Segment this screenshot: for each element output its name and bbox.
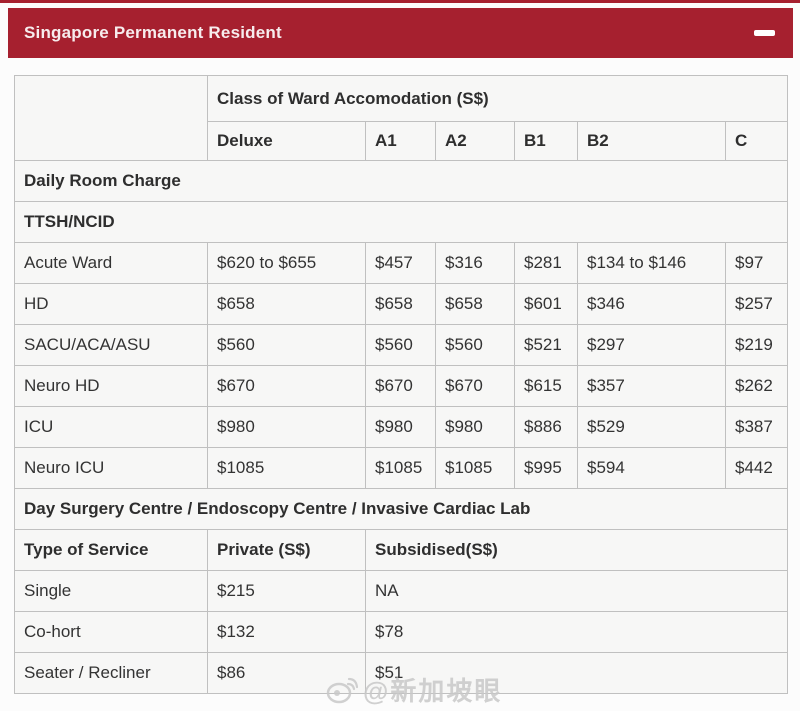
table-row: Neuro HD $670 $670 $670 $615 $357 $262 <box>14 365 788 407</box>
table-row: Co-hort $132 $78 <box>14 611 788 653</box>
charges-table: Class of Ward Accomodation (S$) Deluxe A… <box>14 75 788 694</box>
accordion-header-singapore-pr[interactable]: Singapore Permanent Resident <box>8 8 793 58</box>
table-row: Deluxe A1 A2 B1 B2 C <box>15 121 788 161</box>
cell-value: $346 <box>577 283 726 325</box>
row-label: Neuro HD <box>14 365 208 407</box>
cell-value: $658 <box>435 283 515 325</box>
column-header-private: Private (S$) <box>207 529 366 571</box>
cell-value: $134 to $146 <box>577 242 726 284</box>
group-header-cell: Class of Ward Accomodation (S$) <box>207 75 788 122</box>
cell-value: $132 <box>207 611 366 653</box>
cell-value: $594 <box>577 447 726 489</box>
table-row: Single $215 NA <box>14 570 788 612</box>
table-row: Type of Service Private (S$) Subsidised(… <box>14 529 788 571</box>
cell-value: $316 <box>435 242 515 284</box>
table-row: Seater / Recliner $86 $51 <box>14 652 788 694</box>
cell-value: $281 <box>514 242 578 284</box>
column-header-subsidised: Subsidised(S$) <box>365 529 788 571</box>
cell-value: $560 <box>365 324 436 366</box>
cell-value: $1085 <box>207 447 366 489</box>
cell-value: $529 <box>577 406 726 448</box>
cell-value: $980 <box>435 406 515 448</box>
row-label: Neuro ICU <box>14 447 208 489</box>
cell-value: $51 <box>365 652 788 694</box>
cell-value: $442 <box>725 447 788 489</box>
cell-value: $257 <box>725 283 788 325</box>
table-row: HD $658 $658 $658 $601 $346 $257 <box>14 283 788 325</box>
row-label: Seater / Recliner <box>14 652 208 694</box>
cell-value: $387 <box>725 406 788 448</box>
cell-value: $86 <box>207 652 366 694</box>
column-header-c: C <box>725 121 788 161</box>
cell-value: $670 <box>435 365 515 407</box>
empty-corner-cell <box>14 75 208 161</box>
cell-value: $601 <box>514 283 578 325</box>
table-row: Class of Ward Accomodation (S$) <box>14 75 788 161</box>
charges-table-container: Class of Ward Accomodation (S$) Deluxe A… <box>14 75 788 694</box>
column-header-type-of-service: Type of Service <box>14 529 208 571</box>
section-row: TTSH/NCID <box>14 201 788 243</box>
section-daily-room-charge: Daily Room Charge <box>14 160 788 202</box>
cell-value: $560 <box>207 324 366 366</box>
section-ttsh-ncid: TTSH/NCID <box>14 201 788 243</box>
cell-value: $219 <box>725 324 788 366</box>
cell-value: $615 <box>514 365 578 407</box>
table-row: ICU $980 $980 $980 $886 $529 $387 <box>14 406 788 448</box>
cell-value: $980 <box>365 406 436 448</box>
collapse-minus-icon[interactable] <box>754 30 775 36</box>
row-label: HD <box>14 283 208 325</box>
column-header-deluxe: Deluxe <box>207 121 366 161</box>
cell-value: $980 <box>207 406 366 448</box>
cell-value: $658 <box>207 283 366 325</box>
table-row: Neuro ICU $1085 $1085 $1085 $995 $594 $4… <box>14 447 788 489</box>
row-label: SACU/ACA/ASU <box>14 324 208 366</box>
section-row: Day Surgery Centre / Endoscopy Centre / … <box>14 488 788 530</box>
cell-value: NA <box>365 570 788 612</box>
table-row: SACU/ACA/ASU $560 $560 $560 $521 $297 $2… <box>14 324 788 366</box>
cell-value: $357 <box>577 365 726 407</box>
section-row: Daily Room Charge <box>14 160 788 202</box>
row-label: ICU <box>14 406 208 448</box>
row-label: Co-hort <box>14 611 208 653</box>
column-header-b2: B2 <box>577 121 726 161</box>
cell-value: $670 <box>207 365 366 407</box>
column-header-b1: B1 <box>514 121 578 161</box>
row-label: Single <box>14 570 208 612</box>
cell-value: $670 <box>365 365 436 407</box>
row-label: Acute Ward <box>14 242 208 284</box>
top-accent-strip <box>0 0 800 3</box>
cell-value: $457 <box>365 242 436 284</box>
accordion-title: Singapore Permanent Resident <box>24 23 282 42</box>
cell-value: $1085 <box>365 447 436 489</box>
cell-value: $97 <box>725 242 788 284</box>
cell-value: $886 <box>514 406 578 448</box>
cell-value: $1085 <box>435 447 515 489</box>
cell-value: $262 <box>725 365 788 407</box>
cell-value: $658 <box>365 283 436 325</box>
cell-value: $995 <box>514 447 578 489</box>
cell-value: $215 <box>207 570 366 612</box>
cell-value: $78 <box>365 611 788 653</box>
cell-value: $297 <box>577 324 726 366</box>
column-header-a1: A1 <box>365 121 436 161</box>
column-header-a2: A2 <box>435 121 515 161</box>
cell-value: $620 to $655 <box>207 242 366 284</box>
table-row: Acute Ward $620 to $655 $457 $316 $281 $… <box>14 242 788 284</box>
section-day-surgery: Day Surgery Centre / Endoscopy Centre / … <box>14 488 788 530</box>
cell-value: $560 <box>435 324 515 366</box>
cell-value: $521 <box>514 324 578 366</box>
